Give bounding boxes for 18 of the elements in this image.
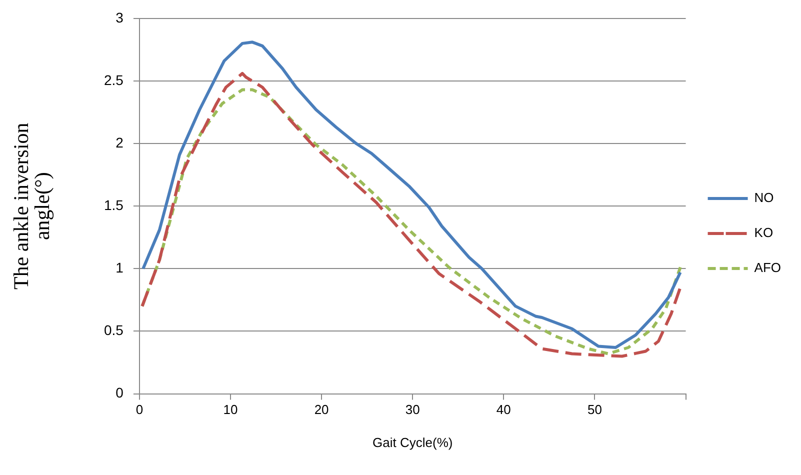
y-tick-label: 1.5 [104, 196, 124, 213]
y-axis-title: The ankle inversion angle(°) [9, 122, 54, 290]
x-tick-label: 30 [405, 402, 420, 418]
y-tick-label: 2 [116, 134, 124, 150]
x-tick-label: 50 [587, 402, 602, 418]
y-tick-label: 0 [116, 384, 124, 401]
y-tick-label: 2.5 [104, 72, 124, 88]
y-tick-label: 1 [116, 260, 124, 276]
y-tick-label: 3 [116, 9, 124, 26]
x-tick-label: 10 [223, 402, 238, 418]
legend-label: NO [754, 190, 774, 206]
x-tick-label: 20 [314, 402, 329, 418]
x-tick-label: 40 [496, 402, 511, 418]
legend-label: AFO [754, 260, 782, 276]
y-tick-label: 0.5 [104, 322, 124, 338]
legend-label: KO [754, 225, 774, 240]
x-tick-label: 0 [136, 402, 144, 418]
x-axis-title: Gait Cycle(%) [372, 434, 453, 450]
